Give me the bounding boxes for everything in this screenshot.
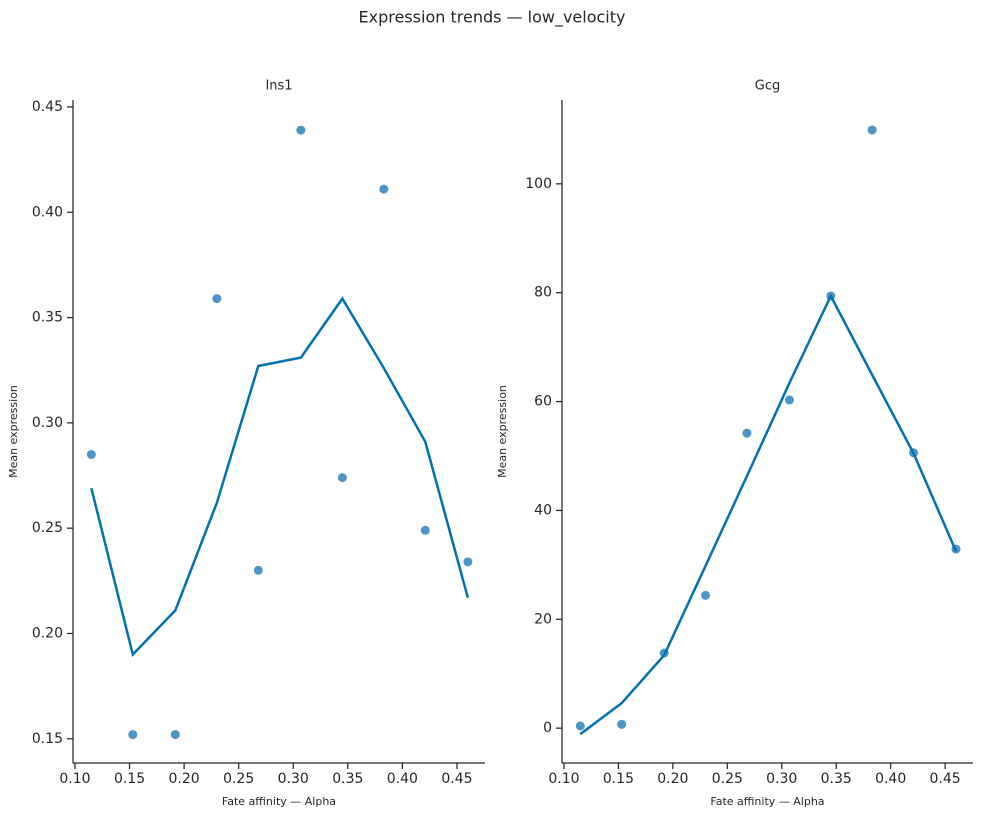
x-axis-label: Fate affinity — Alpha [222,795,336,808]
y-tick-label: 40 [534,502,552,518]
x-tick-label: 0.45 [930,771,961,787]
x-tick-label: 0.40 [387,771,418,787]
subplot-title: Gcg [755,79,780,94]
data-point [296,125,306,135]
data-point [170,730,180,740]
y-tick-label: 0.30 [32,415,63,431]
x-tick-label: 0.35 [821,771,852,787]
trend-line [579,293,958,736]
data-point [701,590,711,600]
y-tick-label: 0.40 [32,204,63,220]
y-tick-label: 0.15 [32,731,63,747]
data-point [575,721,585,731]
trend-line [90,296,470,658]
data-point [337,473,347,483]
data-point [784,395,794,405]
data-point [128,730,138,740]
data-point [742,428,752,438]
y-tick-label: 100 [525,176,552,192]
data-point [212,294,222,304]
y-axis-label: Mean expression [7,385,20,478]
data-point [867,125,877,135]
x-tick-label: 0.30 [766,771,797,787]
x-tick-label: 0.40 [875,771,906,787]
data-point [379,184,389,194]
data-point [420,525,430,535]
y-tick-label: 20 [534,611,552,627]
data-point [463,557,473,567]
y-tick-label: 60 [534,394,552,410]
x-tick-label: 0.45 [441,771,472,787]
x-tick-label: 0.25 [223,771,254,787]
data-point [86,449,96,459]
x-tick-label: 0.20 [657,771,688,787]
data-point [253,565,263,575]
y-tick-label: 80 [534,285,552,301]
x-tick-label: 0.20 [169,771,200,787]
x-tick-label: 0.10 [548,771,579,787]
x-tick-label: 0.10 [59,771,90,787]
x-tick-label: 0.15 [603,771,634,787]
x-tick-label: 0.35 [332,771,363,787]
y-tick-label: 0.45 [32,99,63,115]
x-tick-label: 0.15 [114,771,145,787]
y-tick-label: 0 [543,720,552,736]
y-tick-label: 0.35 [32,310,63,326]
subplot-title: Ins1 [265,79,292,94]
x-tick-label: 0.25 [712,771,743,787]
x-axis-label: Fate affinity — Alpha [710,795,824,808]
x-tick-label: 0.30 [278,771,309,787]
y-tick-label: 0.20 [32,625,63,641]
y-tick-label: 0.25 [32,520,63,536]
figure-title: Expression trends — low_velocity [359,8,626,28]
data-point [617,719,627,729]
y-axis-label: Mean expression [496,385,509,478]
